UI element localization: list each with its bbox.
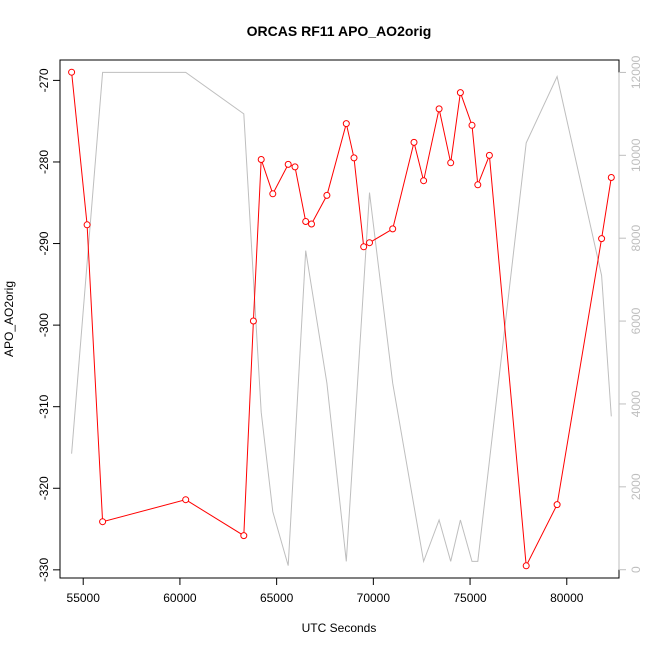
y2-tick-label: 10000	[629, 138, 643, 172]
y2-tick-label: 4000	[629, 390, 643, 417]
data-point	[302, 218, 310, 225]
data-point	[360, 243, 368, 251]
data-point	[308, 220, 315, 228]
data-point	[269, 190, 277, 198]
data-point	[468, 121, 476, 129]
chart-title: ORCAS RF11 APO_AO2orig	[247, 23, 432, 39]
data-point	[447, 159, 455, 167]
data-point	[291, 163, 299, 171]
y-tick-label: -320	[37, 476, 51, 500]
data-point	[366, 239, 373, 247]
data-point	[249, 317, 257, 325]
series-right-axis	[71, 71, 612, 566]
data-point	[257, 156, 265, 163]
y2-tick-label: 12000	[629, 55, 643, 89]
x-tick-label: 70000	[357, 591, 391, 605]
data-point	[350, 154, 358, 162]
data-point	[553, 501, 561, 509]
y2-tick-label: 0	[629, 566, 643, 573]
data-point	[485, 151, 493, 159]
data-point	[83, 221, 91, 229]
data-point	[323, 191, 331, 199]
data-point	[598, 235, 606, 243]
y-tick-label: -270	[37, 68, 51, 92]
y2-tick-label: 8000	[629, 225, 643, 252]
x-axis: 55000 60000 65000 70000 75000 80000	[67, 577, 584, 605]
x-axis-label: UTC Seconds	[302, 621, 377, 635]
series-line-left	[71, 72, 612, 568]
data-point	[389, 225, 397, 233]
y-axis-left: -270 -280 -290 -300 -310 -320 -330	[37, 68, 61, 582]
x-tick-label: 80000	[550, 591, 584, 605]
y-axis-right: 0 2000 4000 6000 8000 10000 12000	[618, 55, 643, 573]
y2-tick-label: 6000	[629, 307, 643, 334]
data-point	[68, 68, 76, 76]
data-point	[182, 496, 190, 504]
data-point	[284, 160, 292, 168]
y2-tick-label: 2000	[629, 473, 643, 500]
data-point	[456, 89, 464, 97]
data-point	[99, 518, 107, 526]
series-left-axis	[68, 68, 615, 570]
y-tick-label: -290	[37, 231, 51, 255]
data-point	[410, 138, 418, 146]
data-point	[420, 177, 428, 185]
data-point	[522, 562, 530, 570]
y-tick-label: -330	[37, 558, 51, 582]
x-tick-label: 65000	[260, 591, 294, 605]
data-point	[435, 105, 443, 113]
y-axis-label: APO_AO2orig	[2, 281, 16, 357]
series-line-right	[71, 71, 612, 566]
y-tick-label: -310	[37, 394, 51, 418]
x-tick-label: 55000	[67, 591, 101, 605]
data-point	[342, 120, 350, 128]
x-tick-label: 75000	[453, 591, 487, 605]
y-tick-label: -300	[37, 313, 51, 337]
y-tick-label: -280	[37, 150, 51, 174]
x-tick-label: 60000	[163, 591, 197, 605]
data-point	[240, 532, 248, 540]
data-point	[474, 181, 482, 189]
data-point	[607, 174, 615, 181]
